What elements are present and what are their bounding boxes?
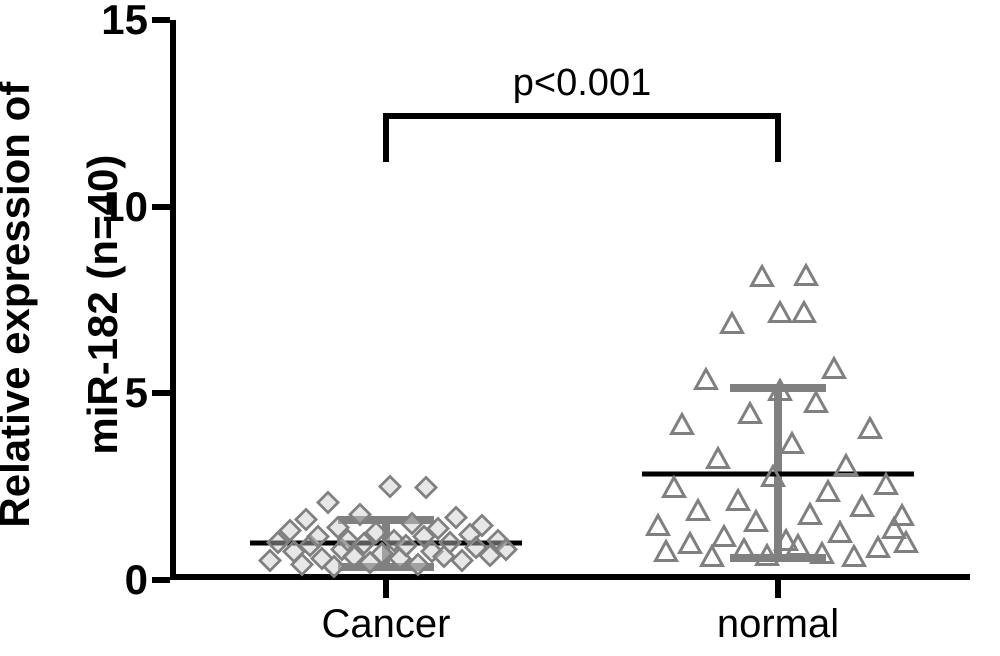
data-point [858,416,882,445]
y-tick [152,204,170,210]
data-point [415,477,437,504]
data-point [874,472,898,501]
data-point [654,539,678,568]
data-point [834,454,858,483]
data-point [686,498,710,527]
data-point [495,539,517,566]
data-point [750,265,774,294]
data-point [761,465,785,494]
significance-bracket [386,113,778,119]
chart-container: Relative expression of miR-182 (n=40) 05… [0,0,1000,656]
data-point [732,538,756,567]
x-tick [775,580,781,598]
data-point [890,504,914,533]
y-tick-label: 0 [125,556,148,604]
data-point [768,300,792,329]
data-point [822,356,846,385]
y-axis-title-line1: Relative expression of [0,82,38,528]
plot-area: 051015Cancernormal [170,20,970,580]
data-point [804,390,828,419]
data-point [738,401,762,430]
data-point [317,492,339,519]
data-point [706,446,730,475]
y-tick-label: 15 [101,0,148,44]
y-axis-title: Relative expression of miR-182 (n=40) [0,82,169,575]
data-point [850,495,874,524]
data-point [786,534,810,563]
data-point [678,532,702,561]
pvalue-label: p<0.001 [513,62,651,105]
significance-bracket-drop [383,113,389,162]
y-tick-label: 5 [125,369,148,417]
data-point [894,530,918,559]
data-point [379,475,401,502]
x-tick-label: normal [717,602,839,647]
data-point [694,368,718,397]
x-tick [383,580,389,598]
data-point [780,431,804,460]
x-tick-label: Cancer [322,602,451,647]
data-point [720,312,744,341]
data-point [744,510,768,539]
y-tick [152,17,170,23]
y-tick [152,390,170,396]
data-point [792,300,816,329]
y-tick-label: 10 [101,183,148,231]
data-point [670,412,694,441]
data-point [842,545,866,574]
data-point [794,263,818,292]
data-point [646,513,670,542]
data-point [768,379,792,408]
data-point [816,480,840,509]
y-tick [152,577,170,583]
significance-bracket-drop [775,113,781,162]
data-point [662,476,686,505]
